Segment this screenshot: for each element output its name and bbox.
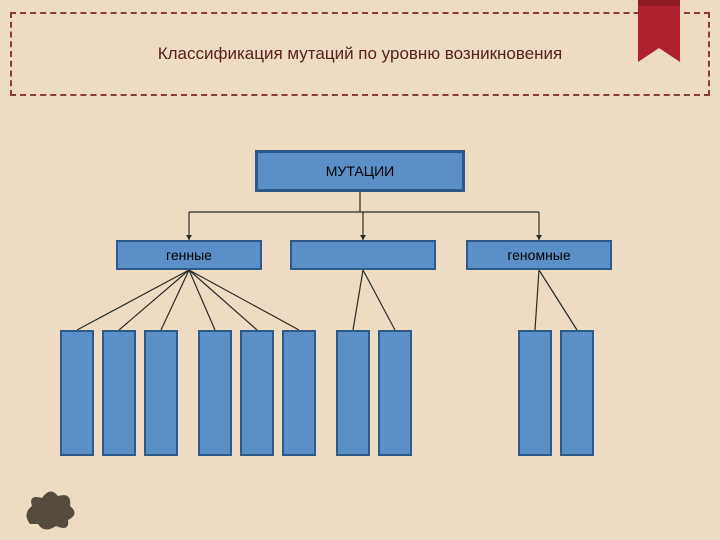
level3-box-3 xyxy=(198,330,232,456)
level3-box-9 xyxy=(560,330,594,456)
level2-box-1 xyxy=(290,240,436,270)
level3-box-4 xyxy=(240,330,274,456)
root-box: МУТАЦИИ xyxy=(255,150,465,192)
level2-box-2-label: геномные xyxy=(507,247,570,263)
level3-box-2 xyxy=(144,330,178,456)
header-title: Классификация мутаций по уровню возникно… xyxy=(158,44,563,64)
level3-box-1 xyxy=(102,330,136,456)
level3-box-8 xyxy=(518,330,552,456)
level3-box-6 xyxy=(336,330,370,456)
decorative-blob xyxy=(20,484,80,532)
ribbon-bookmark xyxy=(638,0,680,78)
level3-box-0 xyxy=(60,330,94,456)
level3-box-5 xyxy=(282,330,316,456)
root-box-label: МУТАЦИИ xyxy=(326,163,394,179)
level2-box-0: генные xyxy=(116,240,262,270)
level2-box-0-label: генные xyxy=(166,247,212,263)
level2-box-2: геномные xyxy=(466,240,612,270)
header-frame: Классификация мутаций по уровню возникно… xyxy=(10,12,710,96)
level3-box-7 xyxy=(378,330,412,456)
